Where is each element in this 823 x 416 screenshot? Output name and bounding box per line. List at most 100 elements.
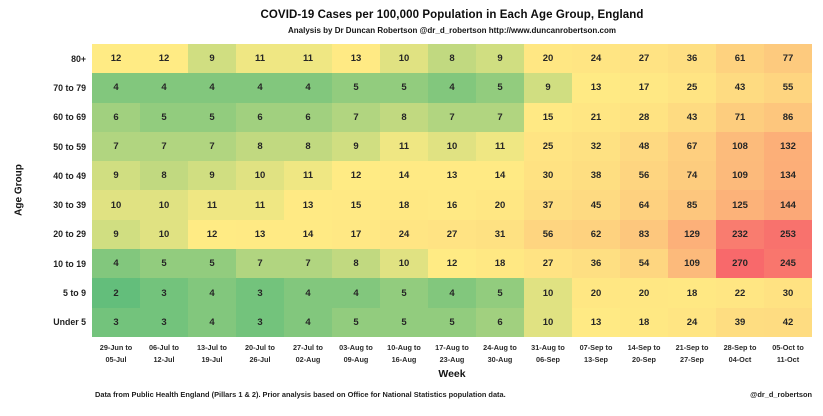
heatmap-cell: 7 — [236, 249, 284, 279]
heatmap-cell: 86 — [764, 102, 812, 132]
heatmap-cell: 3 — [92, 307, 140, 337]
heatmap-cell: 13 — [428, 161, 476, 191]
heatmap-cell: 10 — [380, 249, 428, 279]
x-axis-tick: 06-Jul to 12-Jul — [148, 343, 179, 364]
heatmap-cell: 27 — [620, 44, 668, 74]
heatmap-cell: 5 — [188, 249, 236, 279]
heatmap-cell: 18 — [620, 307, 668, 337]
heatmap-cell: 61 — [716, 44, 764, 74]
heatmap-cell: 39 — [716, 307, 764, 337]
heatmap-cell: 11 — [380, 131, 428, 162]
heatmap-cell: 109 — [716, 161, 764, 191]
heatmap-cell: 7 — [476, 102, 524, 132]
heatmap-cell: 43 — [716, 73, 764, 103]
heatmap-cell: 12 — [140, 44, 188, 74]
y-axis-tick: 10 to 19 — [53, 258, 86, 269]
heatmap-cell: 245 — [764, 249, 812, 279]
chart-title: COVID-19 Cases per 100,000 Population in… — [260, 9, 644, 21]
heatmap-cell: 253 — [764, 219, 812, 250]
heatmap-cell: 14 — [284, 219, 332, 250]
heatmap-cell: 13 — [284, 190, 332, 220]
heatmap-cell: 7 — [428, 102, 476, 132]
heatmap-cell: 232 — [716, 219, 764, 250]
heatmap-cell: 8 — [332, 249, 380, 279]
heatmap-cell: 11 — [188, 190, 236, 220]
heatmap-cell: 62 — [572, 219, 620, 250]
heatmap-cell: 7 — [332, 102, 380, 132]
heatmap-cell: 32 — [572, 131, 620, 162]
heatmap-cell: 64 — [620, 190, 668, 220]
y-axis-tick: 20 to 29 — [53, 229, 86, 240]
heatmap-cell: 5 — [140, 249, 188, 279]
heatmap-cell: 10 — [524, 278, 572, 308]
heatmap-cell: 144 — [764, 190, 812, 220]
footer-twitter-handle: @dr_d_robertson — [750, 390, 812, 399]
heatmap-cell: 14 — [380, 161, 428, 191]
heatmap-cell: 22 — [716, 278, 764, 308]
heatmap-cell: 10 — [524, 307, 572, 337]
heatmap-cell: 37 — [524, 190, 572, 220]
x-axis-tick-labels: 29-Jun to 05-Jul 06-Jul to 12-Jul 13-Jul to 1… — [92, 342, 812, 366]
heatmap-cell: 7 — [284, 249, 332, 279]
heatmap-grid: 12 12 9 11 11 13 10 8 9 20 24 27 36 61 77 4 4 4 4 4 5 5 4 5 9 13 1… — [92, 44, 812, 337]
x-axis-tick: 17-Aug to 23-Aug — [435, 343, 469, 364]
heatmap-cell: 56 — [620, 161, 668, 191]
heatmap-cell: 20 — [476, 190, 524, 220]
heatmap-cell: 134 — [764, 161, 812, 191]
heatmap-cell: 11 — [236, 190, 284, 220]
heatmap-cell: 4 — [284, 73, 332, 103]
heatmap-cell: 11 — [236, 44, 284, 74]
heatmap-cell: 13 — [572, 73, 620, 103]
heatmap-cell: 9 — [92, 161, 140, 191]
x-axis-tick: 20-Jul to 26-Jul — [244, 343, 275, 364]
y-axis-tick-labels: 80+ 70 to 79 60 to 69 50 to 59 40 to 49 30 to… — [0, 44, 86, 337]
heatmap-cell: 10 — [428, 131, 476, 162]
heatmap-cell: 24 — [572, 44, 620, 74]
heatmap-cell: 25 — [524, 131, 572, 162]
heatmap-cell: 20 — [524, 44, 572, 74]
heatmap-cell: 10 — [236, 161, 284, 191]
heatmap-cell: 8 — [380, 102, 428, 132]
heatmap-cell: 11 — [284, 44, 332, 74]
heatmap-cell: 24 — [380, 219, 428, 250]
heatmap-cell: 24 — [668, 307, 716, 337]
heatmap-cell: 4 — [428, 278, 476, 308]
heatmap-cell: 8 — [140, 161, 188, 191]
heatmap-cell: 6 — [236, 102, 284, 132]
heatmap-cell: 14 — [476, 161, 524, 191]
heatmap-cell: 4 — [188, 278, 236, 308]
heatmap-cell: 5 — [140, 102, 188, 132]
heatmap-cell: 11 — [284, 161, 332, 191]
heatmap-cell: 9 — [524, 73, 572, 103]
heatmap-cell: 43 — [668, 102, 716, 132]
heatmap-cell: 8 — [236, 131, 284, 162]
y-axis-tick: 5 to 9 — [63, 288, 86, 299]
heatmap-cell: 3 — [236, 278, 284, 308]
heatmap-cell: 54 — [620, 249, 668, 279]
heatmap-cell: 12 — [332, 161, 380, 191]
heatmap-cell: 6 — [284, 102, 332, 132]
heatmap-cell: 5 — [332, 307, 380, 337]
heatmap-cell: 129 — [668, 219, 716, 250]
heatmap-cell: 4 — [332, 278, 380, 308]
heatmap-cell: 125 — [716, 190, 764, 220]
heatmap-cell: 77 — [764, 44, 812, 74]
heatmap-cell: 13 — [572, 307, 620, 337]
heatmap-cell: 7 — [140, 131, 188, 162]
x-axis-tick: 24-Aug to 30-Aug — [483, 343, 517, 364]
heatmap-cell: 109 — [668, 249, 716, 279]
heatmap-cell: 31 — [476, 219, 524, 250]
heatmap-cell: 83 — [620, 219, 668, 250]
heatmap-cell: 17 — [332, 219, 380, 250]
heatmap-cell: 28 — [620, 102, 668, 132]
heatmap-cell: 5 — [188, 102, 236, 132]
heatmap-cell: 16 — [428, 190, 476, 220]
heatmap-cell: 3 — [140, 307, 188, 337]
heatmap-cell: 30 — [764, 278, 812, 308]
heatmap-cell: 18 — [380, 190, 428, 220]
heatmap-cell: 4 — [284, 307, 332, 337]
heatmap-cell: 20 — [572, 278, 620, 308]
heatmap-cell: 36 — [668, 44, 716, 74]
heatmap-cell: 38 — [572, 161, 620, 191]
